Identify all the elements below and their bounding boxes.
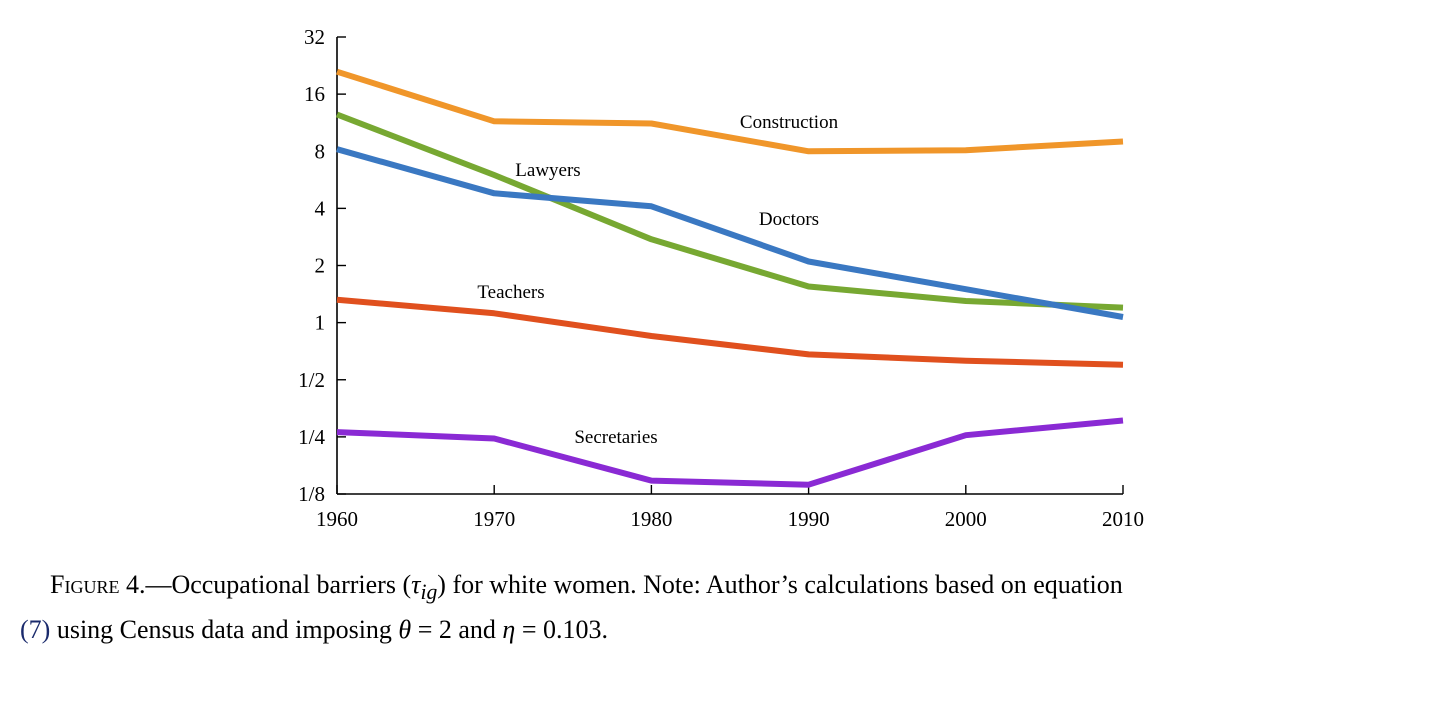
x-tick-label: 2000 xyxy=(945,507,987,531)
y-tick-label: 1/8 xyxy=(298,482,325,506)
x-tick-label: 1990 xyxy=(788,507,830,531)
line-chart: 1/8 1/4 1/2 1 2 4 8 16 32 1960 1970 1980 1990 2000 201… xyxy=(298,25,1144,531)
equation-reference-link[interactable]: (7) xyxy=(20,615,51,645)
caption-tau-subscript: ig xyxy=(420,580,438,605)
series-labels: Construction Lawyers Doctors Teachers Secret… xyxy=(477,112,838,448)
caption-line-1: Figure 4.—Occupational barriers (τig) fo… xyxy=(20,566,1440,611)
y-tick-label: 4 xyxy=(315,196,326,220)
chart-axes: 1/8 1/4 1/2 1 2 4 8 16 32 1960 1970 1980 1990 2000 201… xyxy=(298,25,1144,531)
caption-dash: — xyxy=(145,570,172,599)
series-line-doctors xyxy=(336,146,1124,320)
series-label-doctors: Doctors xyxy=(759,209,819,230)
caption-line-2: (7) using Census data and imposing θ = 2… xyxy=(20,611,1440,649)
caption-theta-symbol: θ xyxy=(398,615,412,645)
x-tick-label: 1960 xyxy=(316,507,358,531)
y-tick-label: 32 xyxy=(304,25,325,49)
series-line-lawyers xyxy=(335,111,1124,311)
series-label-lawyers: Lawyers xyxy=(515,160,580,181)
series-line-secretaries xyxy=(336,417,1124,488)
y-tick-label: 1/2 xyxy=(298,368,325,392)
x-tick-label: 1970 xyxy=(473,507,515,531)
x-tick-label: 1980 xyxy=(630,507,672,531)
caption-figure-label: Figure 4. xyxy=(50,570,146,599)
series-lines xyxy=(335,68,1124,488)
x-tick-label: 2010 xyxy=(1102,507,1144,531)
caption-theta-value: = 2 and xyxy=(411,615,503,645)
y-tick-label: 2 xyxy=(315,254,326,278)
caption-text-b: ) for white women. Note: Author’s calcul… xyxy=(437,570,1123,599)
y-tick-label: 8 xyxy=(315,139,326,163)
series-line-teachers xyxy=(336,296,1124,368)
caption-eta-symbol: η xyxy=(502,615,516,645)
y-tick-label: 1 xyxy=(315,311,326,335)
caption-text-c: using Census data and imposing xyxy=(50,615,399,645)
y-tick-label: 16 xyxy=(304,82,325,106)
caption-eta-value: = 0.103. xyxy=(515,615,608,645)
figure-caption: Figure 4.—Occupational barriers (τig) fo… xyxy=(20,566,1440,649)
series-line-construction xyxy=(336,68,1124,155)
caption-tau-symbol: τ xyxy=(411,570,421,599)
series-label-construction: Construction xyxy=(740,112,839,133)
series-label-teachers: Teachers xyxy=(477,282,544,303)
y-tick-label: 1/4 xyxy=(298,425,325,449)
series-label-secretaries: Secretaries xyxy=(574,427,657,448)
caption-text-a: Occupational barriers ( xyxy=(171,570,412,599)
